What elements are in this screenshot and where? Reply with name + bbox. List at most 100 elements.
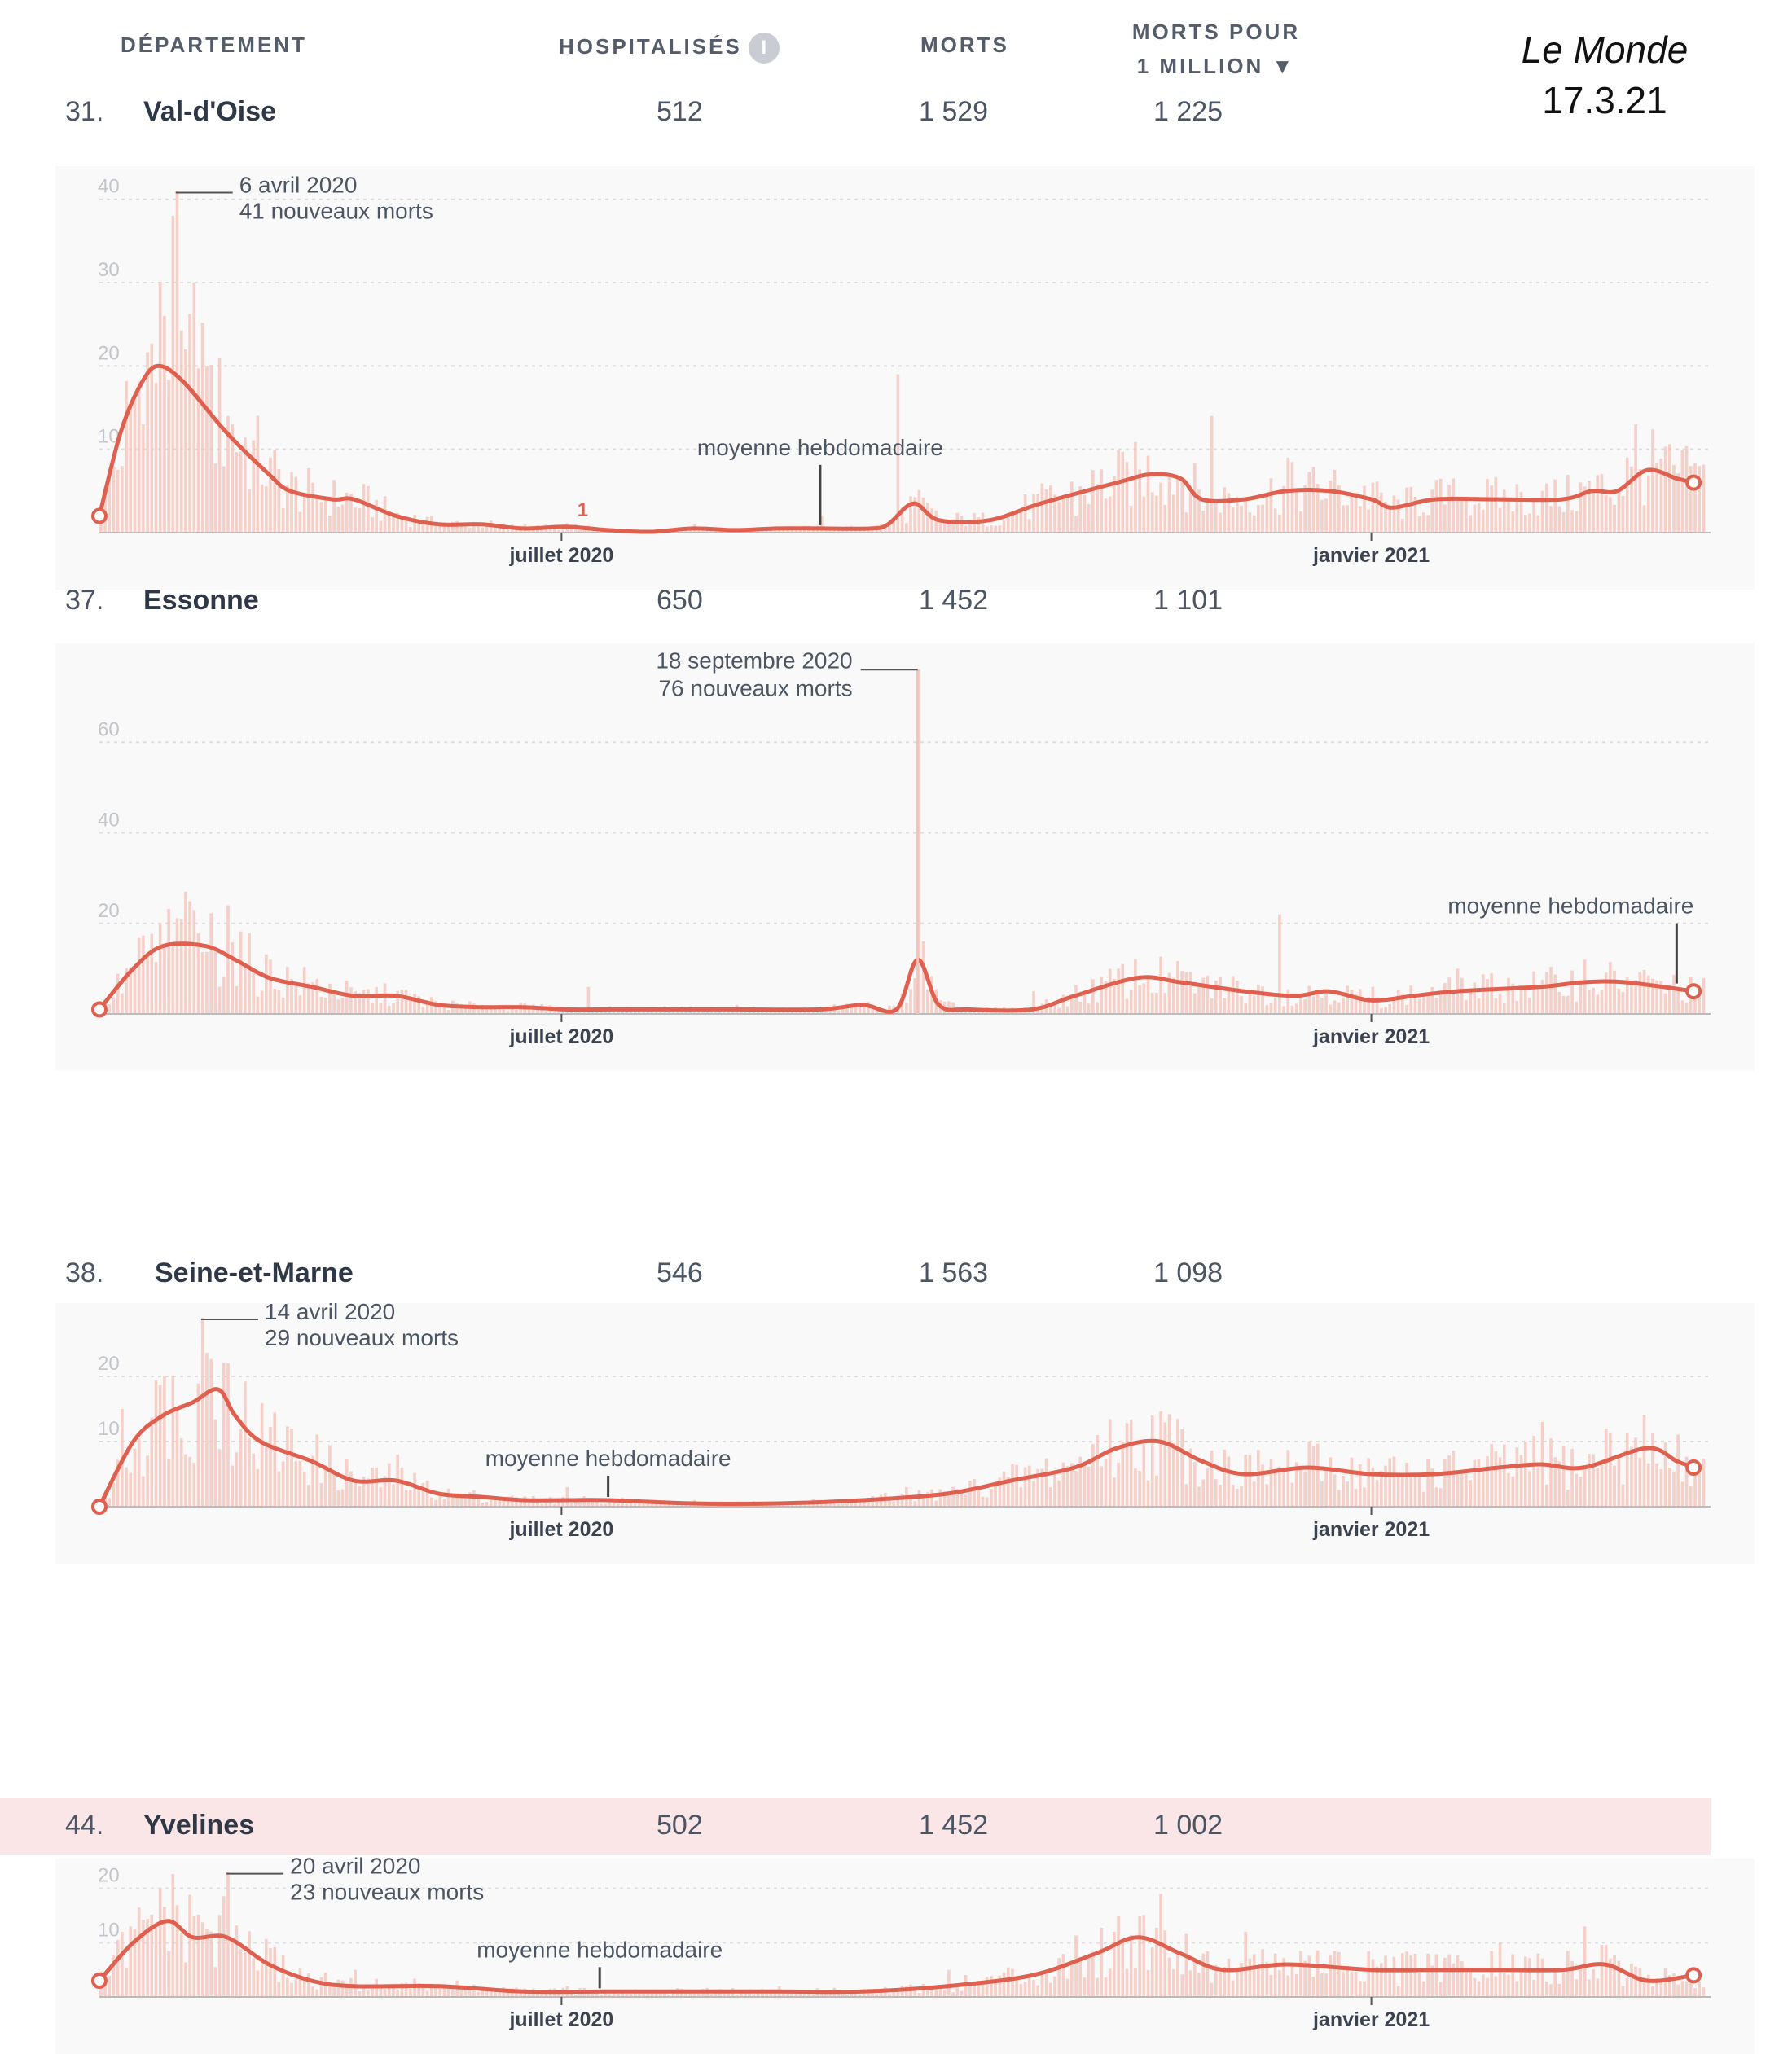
brand-name: Le Monde — [1521, 29, 1689, 71]
daily-bar — [888, 1498, 891, 1507]
daily-bar — [1588, 1979, 1591, 1997]
daily-bar — [1108, 1968, 1112, 1997]
daily-bar — [1176, 961, 1179, 1014]
daily-bar — [1422, 996, 1425, 1014]
daily-bar — [883, 527, 887, 533]
daily-bar — [977, 1487, 981, 1507]
daily-bar — [1667, 444, 1671, 533]
column-header-hospitalises[interactable]: HOSPITALISÉS i — [559, 33, 780, 64]
daily-bar — [290, 1429, 293, 1507]
daily-bar — [1409, 1955, 1413, 1997]
daily-bar — [1032, 1979, 1035, 1997]
daily-bar — [379, 1487, 383, 1507]
daily-bar — [960, 1011, 964, 1014]
daily-bar — [1663, 1442, 1667, 1507]
daily-bar — [1159, 1411, 1162, 1507]
daily-bar — [1630, 1446, 1633, 1507]
daily-bar — [1113, 476, 1116, 533]
daily-bar — [1324, 990, 1328, 1014]
daily-bar — [1659, 458, 1663, 533]
daily-bar — [252, 1958, 256, 1997]
daily-bar — [727, 1993, 731, 1997]
daily-bar — [1044, 1973, 1048, 1997]
daily-bar — [1693, 463, 1697, 533]
daily-bar — [455, 1493, 459, 1507]
daily-bar — [243, 1381, 247, 1507]
daily-bar — [1561, 1446, 1566, 1507]
daily-bar — [1502, 1973, 1506, 1997]
daily-bar — [1698, 1472, 1702, 1507]
daily-bar — [1333, 1000, 1337, 1014]
daily-bar — [1257, 1965, 1260, 1997]
line-end-marker — [1685, 1967, 1702, 1984]
daily-bar — [1248, 1455, 1252, 1507]
line-start-marker — [91, 1001, 108, 1018]
daily-bar — [646, 1993, 650, 1997]
daily-bar — [1430, 489, 1434, 533]
daily-bar — [1265, 1484, 1269, 1507]
daily-bar — [1460, 497, 1464, 533]
daily-bar — [1544, 1484, 1548, 1507]
column-header-morts-million[interactable]: MORTS POUR 1 MILLION ▼ — [1131, 15, 1302, 83]
daily-bar — [955, 1986, 960, 1997]
daily-bar — [1027, 519, 1031, 533]
daily-bar — [1261, 1949, 1264, 1997]
daily-bar — [1061, 994, 1065, 1014]
daily-bar — [1494, 1451, 1498, 1507]
daily-bar — [1129, 1419, 1133, 1507]
department-row-1[interactable]: 37. Essonne 650 1 452 1 101 — [0, 573, 1711, 630]
daily-bar — [1269, 1459, 1273, 1507]
daily-bar — [371, 516, 374, 533]
daily-bar — [121, 1932, 124, 1997]
daily-bar — [1511, 983, 1514, 1014]
y-tick-label: 10 — [98, 1919, 120, 1941]
daily-bar — [1176, 1419, 1179, 1507]
daily-bar — [188, 901, 191, 1014]
daily-bar — [1252, 1481, 1256, 1507]
daily-bar — [286, 1977, 289, 1997]
daily-bar — [1070, 996, 1074, 1014]
daily-bar — [1108, 968, 1112, 1014]
daily-bar — [1214, 1964, 1218, 1997]
column-header-departement[interactable]: DÉPARTEMENT — [121, 33, 307, 57]
daily-bar — [349, 1471, 353, 1507]
daily-bar — [1354, 1972, 1358, 1997]
daily-bar — [604, 1992, 608, 1997]
daily-bar — [459, 1003, 463, 1014]
daily-bar — [196, 1383, 200, 1507]
daily-bar — [256, 1970, 260, 1997]
daily-bar — [964, 1494, 968, 1507]
daily-bar — [311, 482, 314, 533]
daily-bar — [1465, 1474, 1468, 1507]
daily-bar — [942, 1491, 947, 1507]
daily-bar — [137, 381, 141, 533]
daily-bar — [354, 991, 357, 1014]
department-row-3[interactable]: 44. Yvelines 502 1 452 1 002 — [0, 1798, 1711, 1855]
daily-bar — [1113, 1931, 1116, 1997]
daily-bar — [625, 1503, 629, 1507]
department-row-0[interactable]: 31. Val-d'Oise 512 1 529 1 225 — [0, 85, 1711, 142]
daily-bar — [1096, 1977, 1099, 1997]
daily-bar — [307, 467, 310, 533]
daily-bar — [1125, 1968, 1129, 1997]
daily-bar — [994, 1484, 997, 1507]
column-header-morts[interactable]: MORTS — [920, 33, 1009, 57]
daily-bar — [1401, 993, 1404, 1014]
daily-bar — [654, 1992, 658, 1997]
daily-bar — [371, 1988, 374, 1997]
daily-bar — [1438, 478, 1443, 533]
daily-bar — [1096, 1002, 1099, 1014]
daily-bar — [408, 1989, 412, 1997]
daily-bar — [1523, 1956, 1527, 1997]
daily-bar — [1498, 993, 1502, 1014]
info-icon[interactable]: i — [748, 33, 780, 64]
daily-bar — [1236, 1967, 1239, 1997]
daily-bar — [985, 1497, 989, 1507]
daily-bar — [1422, 1981, 1425, 1997]
daily-bar — [1384, 1465, 1387, 1507]
daily-bar — [519, 529, 522, 533]
department-row-2[interactable]: 38. Seine-et-Marne 546 1 563 1 098 — [0, 1246, 1711, 1303]
daily-bar — [1532, 971, 1536, 1014]
daily-bar — [307, 1973, 310, 1997]
daily-bar — [315, 494, 319, 533]
